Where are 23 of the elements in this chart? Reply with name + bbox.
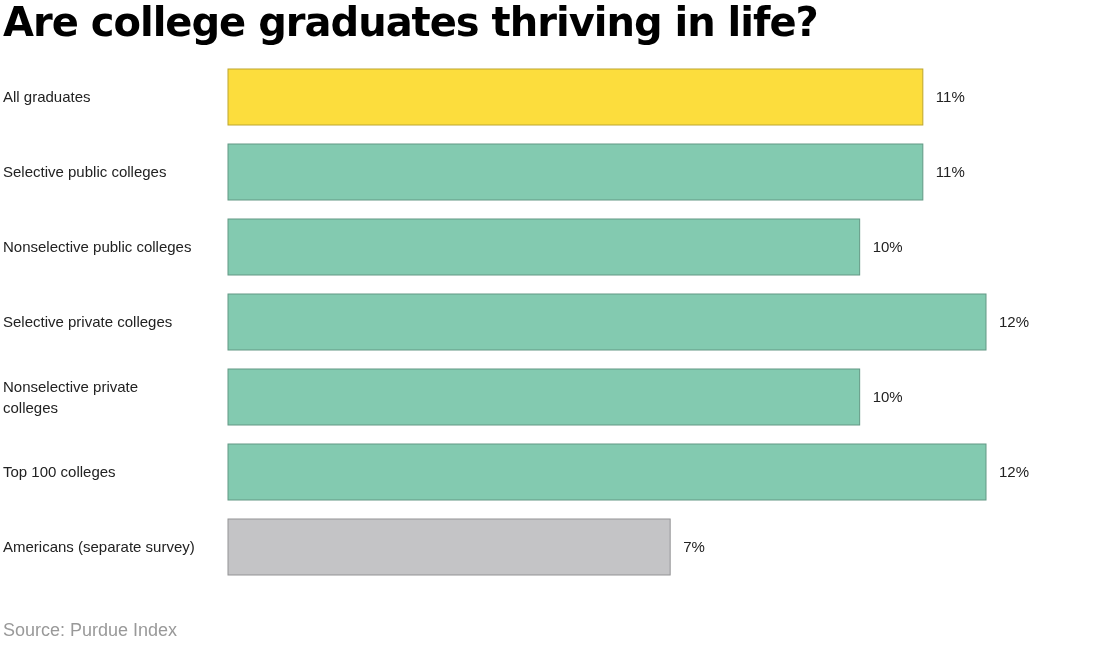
data-label: 12%: [999, 463, 1030, 481]
data-label: 11%: [935, 88, 965, 106]
bar: [227, 443, 987, 501]
y-tick-label: Nonselective private colleges: [3, 377, 139, 416]
y-tick-label: Americans (separate survey): [3, 538, 195, 556]
data-label: 10%: [872, 238, 903, 256]
data-label: 11%: [935, 163, 965, 181]
bar: [227, 218, 861, 276]
data-label: 10%: [872, 388, 903, 406]
y-tick-label: Selective private colleges: [3, 313, 173, 331]
y-tick-label: Selective public colleges: [3, 163, 167, 181]
bar: [227, 293, 987, 351]
bar: [227, 68, 924, 126]
data-label: 7%: [683, 538, 705, 556]
y-tick-label: Nonselective public colleges: [3, 238, 192, 256]
y-tick-label: Top 100 colleges: [3, 463, 116, 481]
chart-title: Are college graduates thriving in life?: [3, 0, 818, 45]
data-label: 12%: [999, 313, 1030, 331]
bar: [227, 143, 924, 201]
y-tick-label: All graduates: [3, 88, 91, 106]
source-note: Source: Purdue Index: [3, 620, 178, 640]
bar: [227, 518, 671, 576]
bar: [227, 368, 861, 426]
